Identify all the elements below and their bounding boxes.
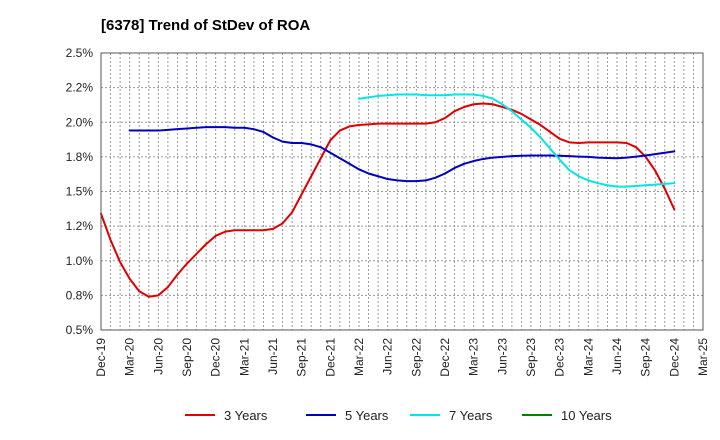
x-axis: Dec-19 Mar-20 Jun-20 Sep-20 Dec-20 Mar-21 Jun-… [94,338,710,377]
x-tick-label: Dec-20 [209,338,223,377]
y-tick-label: 0.5% [66,323,94,337]
chart-title: [6378] Trend of StDev of ROA [101,17,310,34]
y-tick-label: 2.2% [66,81,94,95]
x-tick-label: Sep-21 [295,338,309,377]
y-tick-label: 2.0% [66,115,94,129]
x-tick-label: Dec-19 [94,338,108,377]
x-tick-label: Mar-20 [123,338,137,376]
legend-label: 5 Years [345,408,389,423]
x-tick-label: Mar-21 [237,338,251,376]
y-tick-label: 2.5% [66,46,94,60]
series-line-5-years [128,126,676,183]
x-tick-label: Dec-23 [553,338,567,377]
legend-label: 7 Years [449,408,493,423]
x-tick-label: Sep-22 [409,338,423,377]
x-tick-label: Jun-20 [151,338,165,375]
x-tick-label: Sep-23 [524,338,538,377]
legend-label: 10 Years [561,408,612,423]
y-tick-label: 1.5% [66,185,94,199]
series-layer [100,93,676,298]
x-tick-label: Mar-23 [467,338,481,376]
x-tick-label: Mar-24 [581,338,595,376]
x-tick-label: Sep-20 [180,338,194,377]
plot-area [100,52,704,331]
x-tick-label: Sep-24 [639,338,653,377]
series-line-3-years [100,102,676,298]
x-tick-label: Jun-23 [495,338,509,375]
x-tick-label: Dec-22 [438,338,452,377]
x-tick-label: Dec-21 [323,338,337,377]
series-line-7-years [358,93,676,188]
legend: 3 Years 5 Years 7 Years 10 Years [185,408,612,423]
y-tick-label: 1.0% [66,254,94,268]
x-tick-label: Jun-22 [381,338,395,375]
y-axis: 2.5% 2.2% 2.0% 1.8% 1.5% 1.2% 1.0% 0.8% 0.5% [66,46,94,337]
x-tick-label: Dec-24 [667,338,681,377]
x-tick-label: Jun-24 [610,338,624,375]
x-tick-label: Mar-25 [696,338,710,376]
y-tick-label: 0.8% [66,288,94,302]
x-tick-label: Mar-22 [352,338,366,376]
y-tick-label: 1.2% [66,219,94,233]
legend-label: 3 Years [224,408,268,423]
y-tick-label: 1.8% [66,150,94,164]
x-tick-label: Jun-21 [266,338,280,375]
